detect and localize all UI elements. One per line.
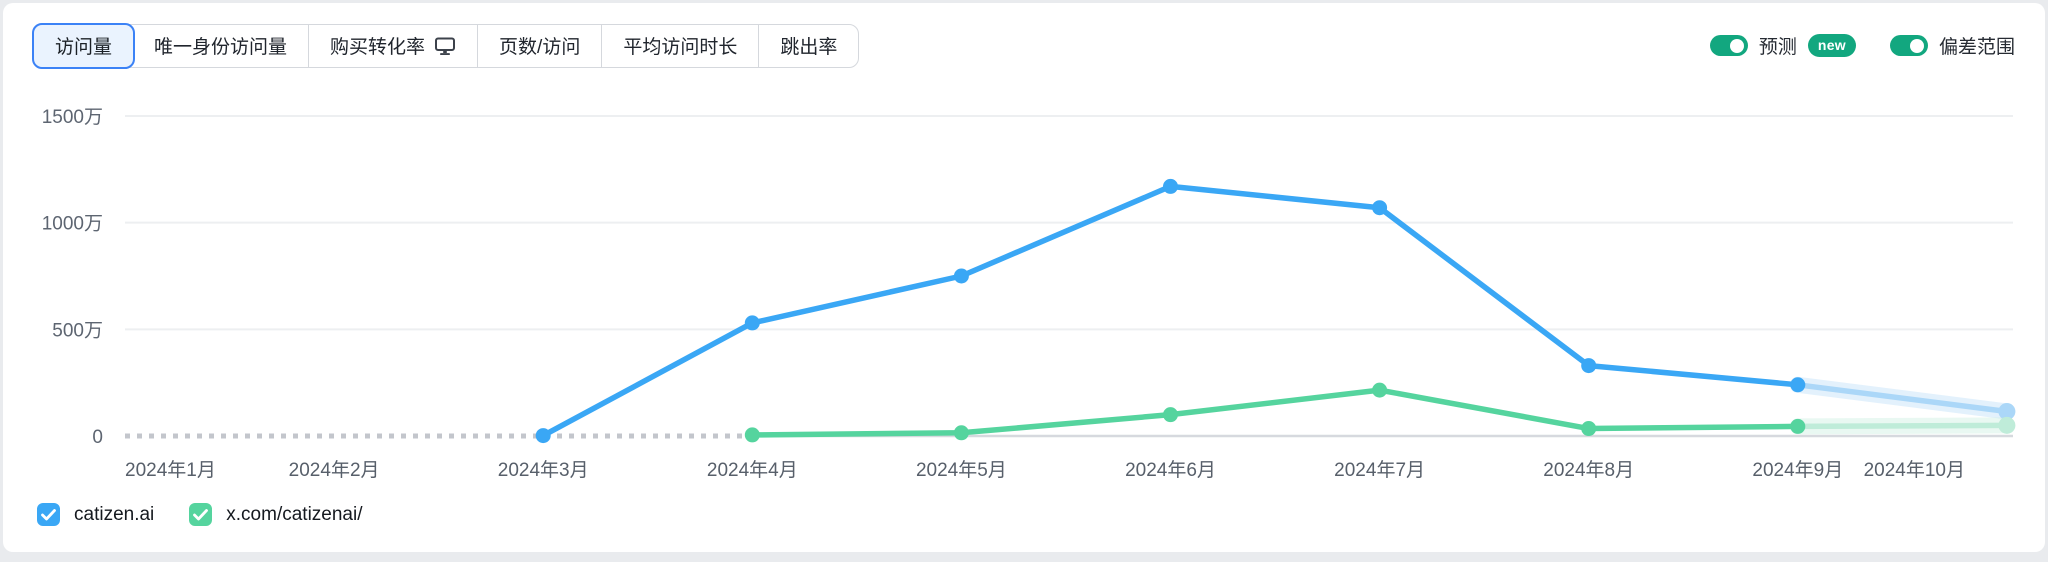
legend-checkbox-checked[interactable] (37, 503, 60, 526)
series-line-catizen.ai (540, 183, 1801, 439)
metric-tab-label: 跳出率 (780, 37, 838, 58)
legend-label: x.com/catizenai/ (226, 503, 363, 525)
x-axis-tick-label: 2024年2月 (289, 459, 380, 481)
metric-tab-label: 唯一身份访问量 (154, 37, 288, 58)
data-point-catizen.ai[interactable] (1372, 200, 1388, 216)
x-axis-tick-label: 2024年5月 (916, 459, 1007, 481)
metric-tab-1[interactable]: 访问量 (32, 22, 136, 69)
deviation-toggle[interactable] (1889, 35, 1928, 56)
forecast-end-point[interactable] (1998, 416, 2016, 434)
chart-controls: 预测 new 偏差范围 (1709, 32, 2015, 59)
deviation-control: 偏差范围 (1889, 32, 2015, 59)
toggle-knob (1730, 38, 1745, 53)
x-axis-tick-label: 2024年3月 (498, 459, 589, 481)
forecast-line (1795, 382, 2010, 415)
forecast-line (1795, 422, 2010, 430)
y-axis-tick-label: 0 (92, 427, 103, 448)
legend-item-2[interactable]: x.com/catizenai/ (189, 503, 363, 526)
forecast-control: 预测 new (1709, 32, 1856, 59)
toggle-knob (1910, 38, 1925, 53)
metric-tab-label: 平均访问时长 (623, 37, 738, 58)
x-axis-tick-label: 2024年8月 (1543, 459, 1634, 481)
legend-item-1[interactable]: catizen.ai (37, 503, 154, 526)
monitor-icon (434, 36, 456, 56)
series-line-x.com/catizenai/ (749, 387, 1801, 438)
x-axis-tick-label: 2024年1月 (125, 459, 216, 481)
metric-tab-label: 购买转化率 (330, 37, 426, 58)
metric-tabs: 访问量 唯一身份访问量 购买转化率 页数/访问 平均访问时长 跳出率 (32, 22, 860, 69)
data-point-catizen.ai[interactable] (953, 268, 969, 284)
chart-legend: catizen.ai x.com/catizenai/ (37, 503, 363, 526)
data-point-catizen.ai[interactable] (535, 428, 551, 444)
y-axis-tick-label: 1000万 (42, 214, 103, 235)
data-point-x.com/catizenai/[interactable] (1163, 407, 1178, 423)
x-axis-tick-label: 2024年10月 (1864, 459, 1965, 481)
metric-tab-label: 页数/访问 (499, 37, 581, 58)
forecast-end-point[interactable] (1998, 402, 2016, 420)
x-axis-tick-label: 2024年4月 (707, 459, 798, 481)
data-point-catizen.ai[interactable] (1163, 178, 1178, 194)
metric-tab-label: 访问量 (55, 37, 113, 58)
metric-tab-4[interactable]: 页数/访问 (477, 24, 601, 67)
legend-label: catizen.ai (74, 503, 155, 525)
deviation-label: 偏差范围 (1938, 37, 2015, 58)
data-point-catizen.ai[interactable] (1790, 377, 1806, 393)
data-point-x.com/catizenai/[interactable] (744, 427, 760, 443)
analytics-card: 访问量 唯一身份访问量 购买转化率 页数/访问 平均访问时长 跳出率 预测 new 偏差范… (3, 3, 2045, 552)
metric-tab-5[interactable]: 平均访问时长 (601, 24, 758, 67)
data-point-x.com/catizenai/[interactable] (953, 425, 969, 441)
data-point-x.com/catizenai/[interactable] (1790, 418, 1806, 434)
x-axis-tick-label: 2024年9月 (1752, 459, 1843, 481)
traffic-line-chart: 1500万 1000万 500万 0 2024年1月 2024年2月 2024年3月 2024… (42, 107, 2016, 481)
data-point-x.com/catizenai/[interactable] (1372, 382, 1388, 398)
metric-tab-6[interactable]: 跳出率 (758, 24, 858, 67)
x-axis-tick-label: 2024年7月 (1334, 459, 1425, 481)
metric-tab-3[interactable]: 购买转化率 (308, 24, 477, 67)
data-point-x.com/catizenai/[interactable] (1581, 421, 1597, 437)
x-axis-tick-label: 2024年6月 (1125, 459, 1216, 481)
new-badge: new (1807, 34, 1856, 57)
metric-tab-2[interactable]: 唯一身份访问量 (133, 25, 308, 67)
forecast-label: 预测 (1758, 37, 1797, 58)
forecast-toggle[interactable] (1709, 35, 1748, 56)
y-axis-tick-label: 1500万 (42, 107, 103, 128)
y-axis-tick-label: 500万 (52, 320, 103, 341)
legend-checkbox-checked[interactable] (189, 503, 213, 526)
chart-topbar: 访问量 唯一身份访问量 购买转化率 页数/访问 平均访问时长 跳出率 预测 new 偏差范… (32, 22, 2015, 69)
data-point-catizen.ai[interactable] (744, 315, 760, 331)
data-point-catizen.ai[interactable] (1581, 358, 1597, 374)
